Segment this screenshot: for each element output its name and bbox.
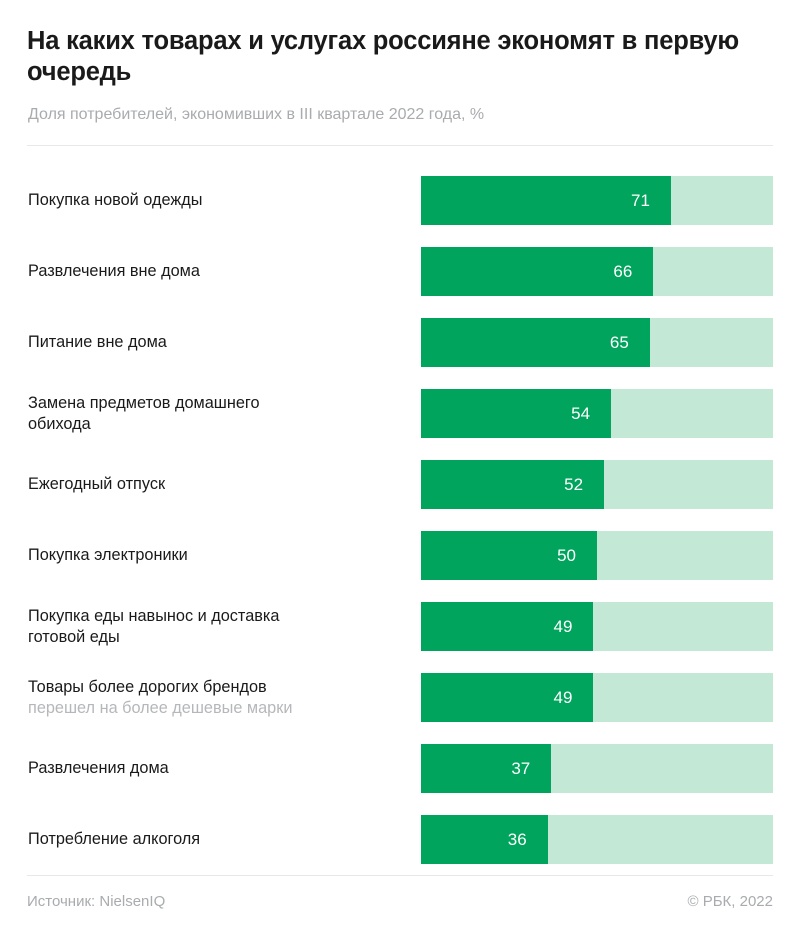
bar-row-label-main: Покупка новой одежды [28, 191, 203, 209]
bar-row-label-main: Развлечения вне дома [28, 262, 200, 280]
bar-row: Потребление алкоголя 36 [27, 804, 773, 875]
bar-row-label-main: Питание вне дома [28, 333, 167, 351]
bar-fill: 52 [421, 460, 605, 509]
bar-row-label-main: Потребление алкоголя [28, 830, 201, 848]
bar-row: Замена предметов домашнего обихода 54 [27, 378, 773, 449]
bar-track: 49 [421, 602, 773, 651]
bar-track: 71 [421, 176, 773, 225]
footer-divider [27, 875, 773, 876]
bar-row-label: Питание вне дома [27, 332, 421, 353]
bar-fill: 36 [421, 815, 548, 864]
bar-row-label-main: Покупка электроники [28, 546, 188, 564]
header-divider [27, 145, 773, 146]
bar-chart-rows: Покупка новой одежды 71 Развлечения вне до… [27, 165, 773, 875]
bar-value-label: 50 [557, 546, 576, 565]
bar-track: 50 [421, 531, 773, 580]
bar-fill: 37 [421, 744, 552, 793]
bar-track: 37 [421, 744, 773, 793]
bar-row: Ежегодный отпуск 52 [27, 449, 773, 520]
bar-row-label-main: Замена предметов домашнего обихода [28, 393, 260, 433]
bar-row: Покупка электроники 50 [27, 520, 773, 591]
bar-row: Покупка новой одежды 71 [27, 165, 773, 236]
bar-value-label: 54 [571, 404, 591, 423]
chart-footer: Источник: NielsenIQ © РБК, 2022 [27, 876, 773, 912]
bar-row: Покупка еды навынос и доставка готовой е… [27, 591, 773, 662]
bar-row-label-main: Товары более дорогих брендов [28, 677, 267, 696]
bar-value-label: 49 [553, 617, 573, 636]
bar-row-label-main: Ежегодный отпуск [28, 475, 166, 493]
bar-value-label: 49 [553, 688, 573, 707]
bar-row-label-main: Развлечения дома [28, 759, 169, 777]
bar-row-label: Замена предметов домашнего обихода [27, 393, 421, 435]
bar-fill: 65 [421, 318, 650, 367]
bar-row: Развлечения дома 37 [27, 733, 773, 804]
bar-row-label: Развлечения дома [27, 758, 421, 779]
bar-value-label: 65 [609, 333, 629, 352]
bar-row-label: Ежегодный отпуск [27, 474, 421, 495]
bar-row-label-sub: перешел на более дешевые марки [28, 698, 293, 717]
bar-track: 49 [421, 673, 773, 722]
bar-fill: 49 [421, 673, 594, 722]
bar-track: 65 [421, 318, 773, 367]
bar-row-label: Покупка новой одежды [27, 190, 421, 211]
bar-track: 36 [421, 815, 773, 864]
page-title: На каких товарах и услугах россияне экон… [27, 27, 739, 86]
bar-row-label: Покупка еды навынос и доставка готовой е… [27, 606, 421, 648]
bar-track: 54 [421, 389, 773, 438]
bar-fill: 49 [421, 602, 594, 651]
bar-value-label: 71 [630, 191, 650, 210]
bar-track: 52 [421, 460, 773, 509]
chart-header: На каких товарах и услугах россияне экон… [27, 0, 773, 125]
bar-row-label: Покупка электроники [27, 545, 421, 566]
bar-value-label: 37 [511, 759, 531, 778]
bar-fill: 71 [421, 176, 671, 225]
bar-row-label: Товары более дорогих брендов перешел на б… [27, 677, 421, 719]
bar-value-label: 66 [613, 262, 633, 281]
bar-row-label-main: Покупка еды навынос и доставка готовой е… [28, 606, 280, 646]
bar-row: Развлечения вне дома 66 [27, 236, 773, 307]
copyright-note: © РБК, 2022 [687, 893, 773, 910]
bar-fill: 50 [421, 531, 597, 580]
bar-row-label: Потребление алкоголя [27, 829, 421, 850]
bar-row: Питание вне дома 65 [27, 307, 773, 378]
bar-value-label: 36 [507, 830, 527, 849]
source-note: Источник: NielsenIQ [27, 893, 166, 910]
bar-fill: 66 [421, 247, 654, 296]
bar-row: Товары более дорогих брендов перешел на б… [27, 662, 773, 733]
bar-value-label: 52 [564, 475, 584, 494]
bar-row-label: Развлечения вне дома [27, 261, 421, 282]
chart-subtitle: Доля потребителей, экономивших в III ква… [28, 106, 485, 123]
bar-fill: 54 [421, 389, 612, 438]
bar-track: 66 [421, 247, 773, 296]
